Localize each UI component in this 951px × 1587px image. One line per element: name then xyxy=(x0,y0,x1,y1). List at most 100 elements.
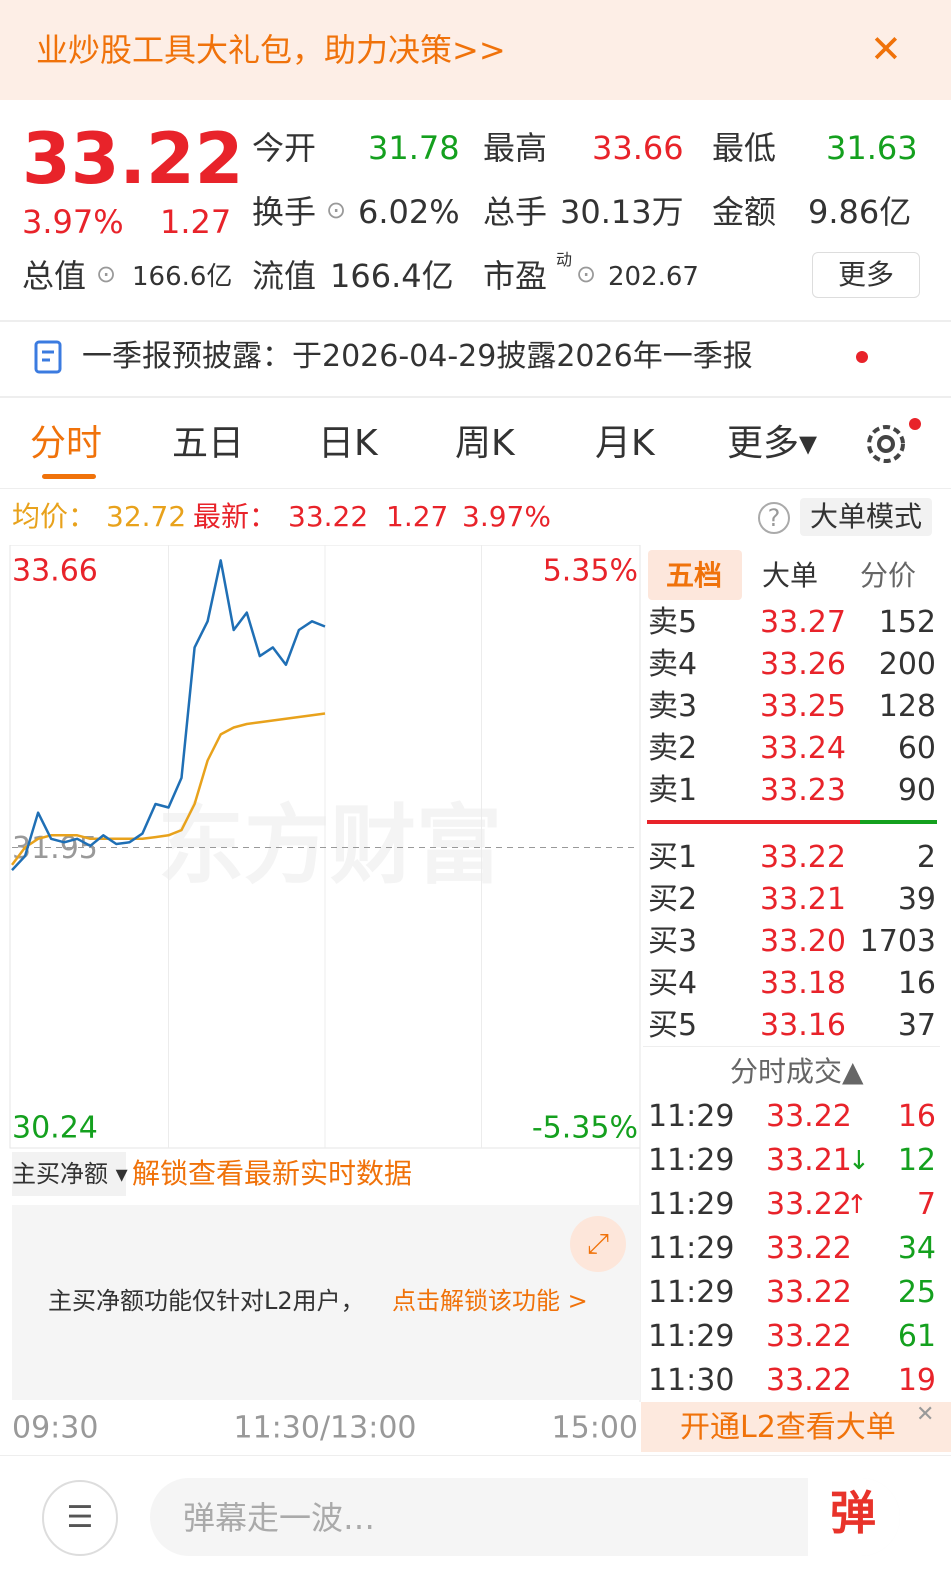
book-volume: 200 xyxy=(878,647,936,682)
tab[interactable]: 更多▾ xyxy=(727,423,818,464)
book-label: 卖4 xyxy=(648,647,698,682)
help-icon[interactable]: ? xyxy=(758,502,790,534)
trade-volume: 7 xyxy=(916,1187,936,1222)
l2-banner[interactable] xyxy=(641,1402,951,1452)
net-buy-dropdown[interactable]: 主买净额 ▾ xyxy=(12,1152,128,1196)
book-volume: 39 xyxy=(897,882,936,917)
buy-ratio-bar xyxy=(860,820,937,824)
stat-value: 33.66 xyxy=(592,129,684,167)
expand-icon[interactable]: ⤢ xyxy=(570,1216,626,1272)
tab[interactable]: 日K xyxy=(318,423,378,464)
unlock-text[interactable]: 解锁查看最新实时数据 xyxy=(132,1157,413,1190)
trade-price: 33.21 xyxy=(766,1143,852,1178)
stat-value: 9.86亿 xyxy=(808,193,912,231)
divider xyxy=(0,396,951,398)
book-price: 33.23 xyxy=(760,773,846,808)
more-button[interactable]: 更多 xyxy=(812,252,920,298)
info-icon[interactable]: ⊙ xyxy=(326,196,347,224)
stat-label: 总手 xyxy=(483,193,548,231)
book-price: 33.22 xyxy=(760,840,846,875)
banner-text[interactable]: 业炒股工具大礼包，助力决策>> xyxy=(36,31,506,69)
stat-value: 166.4亿 xyxy=(330,257,454,295)
book-volume: 128 xyxy=(878,689,936,724)
danmaku-button[interactable]: 弹 xyxy=(830,1486,876,1540)
book-volume: 1703 xyxy=(859,924,936,959)
trade-time: 11:29 xyxy=(648,1231,735,1266)
net-buy-box xyxy=(12,1205,640,1400)
stat-label: 流值 xyxy=(252,257,317,295)
trade-time: 11:29 xyxy=(648,1099,735,1134)
stat-label: 最低 xyxy=(712,129,777,167)
notice-icon xyxy=(34,340,62,374)
notice-text[interactable]: 一季报预披露：于2026-04-29披露2026年一季报 xyxy=(82,339,753,374)
trades-title[interactable]: 分时成交▲ xyxy=(730,1055,864,1088)
avg-label: 均价： xyxy=(12,500,97,533)
last-change: 1.27 xyxy=(386,500,449,533)
trade-time: 11:30 xyxy=(648,1363,735,1398)
trade-volume: 25 xyxy=(897,1275,936,1310)
danmaku-placeholder[interactable]: 弹幕走一波… xyxy=(183,1499,376,1537)
x-tick-label: 11:30/13:00 xyxy=(233,1411,416,1446)
trade-volume: 19 xyxy=(897,1363,936,1398)
y2-tick-label: 5.35% xyxy=(543,554,638,589)
series-line xyxy=(11,559,326,871)
info-icon[interactable]: ⊙ xyxy=(96,260,117,288)
book-volume: 37 xyxy=(897,1008,936,1043)
trade-price: 33.22 xyxy=(766,1231,852,1266)
book-volume: 60 xyxy=(897,731,936,766)
book-tab[interactable]: 分价 xyxy=(860,559,917,592)
banner-close[interactable]: ✕ xyxy=(870,27,902,71)
trade-time: 11:29 xyxy=(648,1319,735,1354)
book-volume: 152 xyxy=(878,605,936,640)
stat-label: 市盈 xyxy=(483,257,548,295)
x-tick-label: 15:00 xyxy=(552,1411,638,1446)
trade-price: 33.22 xyxy=(766,1099,852,1134)
book-price: 33.21 xyxy=(760,882,846,917)
book-price: 33.18 xyxy=(760,966,846,1001)
net-buy-note: 主买净额功能仅针对L2用户， xyxy=(48,1287,365,1315)
book-label: 卖5 xyxy=(648,605,698,640)
book-label: 买5 xyxy=(648,1008,698,1043)
notice-dot xyxy=(856,351,868,363)
book-tab[interactable]: 五档 xyxy=(666,559,723,592)
book-label: 卖2 xyxy=(648,731,698,766)
book-tab[interactable]: 大单 xyxy=(762,559,819,592)
book-label: 买1 xyxy=(648,840,698,875)
tab[interactable]: 五日 xyxy=(172,423,245,464)
stat-value: 166.6亿 xyxy=(132,262,233,292)
stat-value: 30.13万 xyxy=(560,193,684,231)
series-line xyxy=(10,712,326,866)
trade-time: 11:29 xyxy=(648,1187,735,1222)
info-icon[interactable]: ⊙ xyxy=(576,260,597,288)
stat-label: 最高 xyxy=(483,129,548,167)
tab[interactable]: 分时 xyxy=(30,423,103,464)
x-tick-label: 09:30 xyxy=(12,1411,98,1446)
book-price: 33.24 xyxy=(760,731,846,766)
stat-label: 换手 xyxy=(252,193,317,231)
trade-time: 11:29 xyxy=(648,1143,735,1178)
trade-price: 33.22 xyxy=(766,1363,852,1398)
book-label: 买3 xyxy=(648,924,698,959)
danmaku-input[interactable] xyxy=(150,1478,900,1556)
last-label: 最新： xyxy=(193,500,278,533)
divider xyxy=(0,1455,951,1456)
trade-time: 11:29 xyxy=(648,1275,735,1310)
book-volume: 2 xyxy=(916,840,936,875)
book-tab-bg xyxy=(648,550,742,600)
book-price: 33.27 xyxy=(760,605,846,640)
change-pct: 3.97% xyxy=(22,203,124,241)
y-tick-label: 33.66 xyxy=(12,554,98,589)
mode-button[interactable]: 大单模式 xyxy=(800,498,932,536)
promo-banner[interactable] xyxy=(0,0,951,100)
stat-sup: 动 xyxy=(556,250,573,269)
tab[interactable]: 月K xyxy=(595,423,655,464)
net-buy-link[interactable]: 点击解锁该功能 > xyxy=(392,1287,588,1315)
tab[interactable]: 周K xyxy=(455,423,515,464)
watermark: 东方财富 xyxy=(158,796,502,896)
l2-text[interactable]: 开通L2查看大单 xyxy=(680,1410,896,1445)
danmaku-settings[interactable]: ☰ xyxy=(42,1480,118,1556)
l2-close[interactable]: ✕ xyxy=(916,1402,935,1427)
book-volume: 90 xyxy=(897,773,936,808)
settings-icon[interactable] xyxy=(862,414,926,474)
